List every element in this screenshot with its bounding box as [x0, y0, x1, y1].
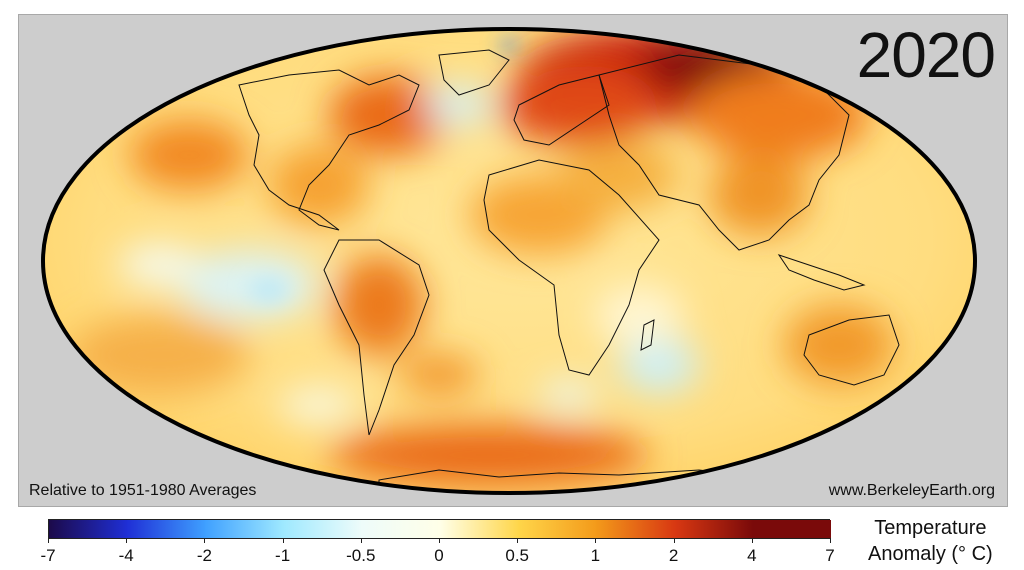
colorbar-tick-label: -2: [196, 546, 212, 565]
colorbar-tick-label: -1: [275, 546, 291, 565]
colorbar-tick-label: 0.5: [505, 546, 530, 565]
colorbar-segment: [283, 520, 363, 538]
map-boundary: [41, 27, 977, 495]
colorbar-segment: [440, 520, 519, 538]
legend-title-line2: Anomaly (° C): [868, 543, 993, 565]
colorbar-tick: [360, 538, 362, 543]
colorbar-tick: [830, 538, 831, 543]
colorbar: [48, 519, 832, 539]
colorbar-segment: [596, 520, 676, 538]
colorbar-tick: [517, 538, 519, 543]
colorbar-tick: [673, 538, 675, 543]
map-panel: 2020 Relative to 1951-1980 Averages www.…: [18, 14, 1008, 507]
colorbar-tick: [48, 538, 49, 543]
colorbar-tick-label: -4: [118, 546, 134, 565]
baseline-caption: Relative to 1951-1980 Averages: [29, 482, 257, 499]
colorbar-tick: [439, 538, 440, 543]
anomaly-field: [43, 29, 975, 493]
colorbar-segment: [49, 520, 128, 538]
year-label: 2020: [856, 19, 996, 91]
colorbar-tick-label: -0.5: [346, 546, 376, 565]
colorbar-tick: [126, 538, 128, 543]
colorbar-segment: [674, 520, 754, 538]
colorbar-tick-label: 0: [434, 546, 444, 565]
colorbar-tick-label: 7: [825, 546, 835, 565]
colorbar-tick: [751, 538, 753, 543]
colorbar-tick: [595, 538, 597, 543]
colorbar-tick-label: 1: [590, 546, 601, 565]
source-caption: www.BerkeleyEarth.org: [828, 482, 995, 499]
colorbar-segment: [752, 520, 832, 538]
colorbar-tick-label: 4: [747, 546, 757, 565]
legend-title: Temperature Anomaly (° C): [868, 515, 993, 567]
colorbar-tick-label: -7: [40, 546, 56, 565]
colorbar-segment: [205, 520, 285, 538]
world-anomaly-map: [41, 27, 977, 495]
legend-title-line1: Temperature: [874, 517, 987, 539]
colorbar-tick: [204, 538, 206, 543]
colorbar-segment: [518, 520, 597, 538]
colorbar-tick-label: 2: [668, 546, 679, 565]
colorbar-tick: [282, 538, 284, 543]
colorbar-segment: [361, 520, 441, 538]
colorbar-segment: [127, 520, 206, 538]
